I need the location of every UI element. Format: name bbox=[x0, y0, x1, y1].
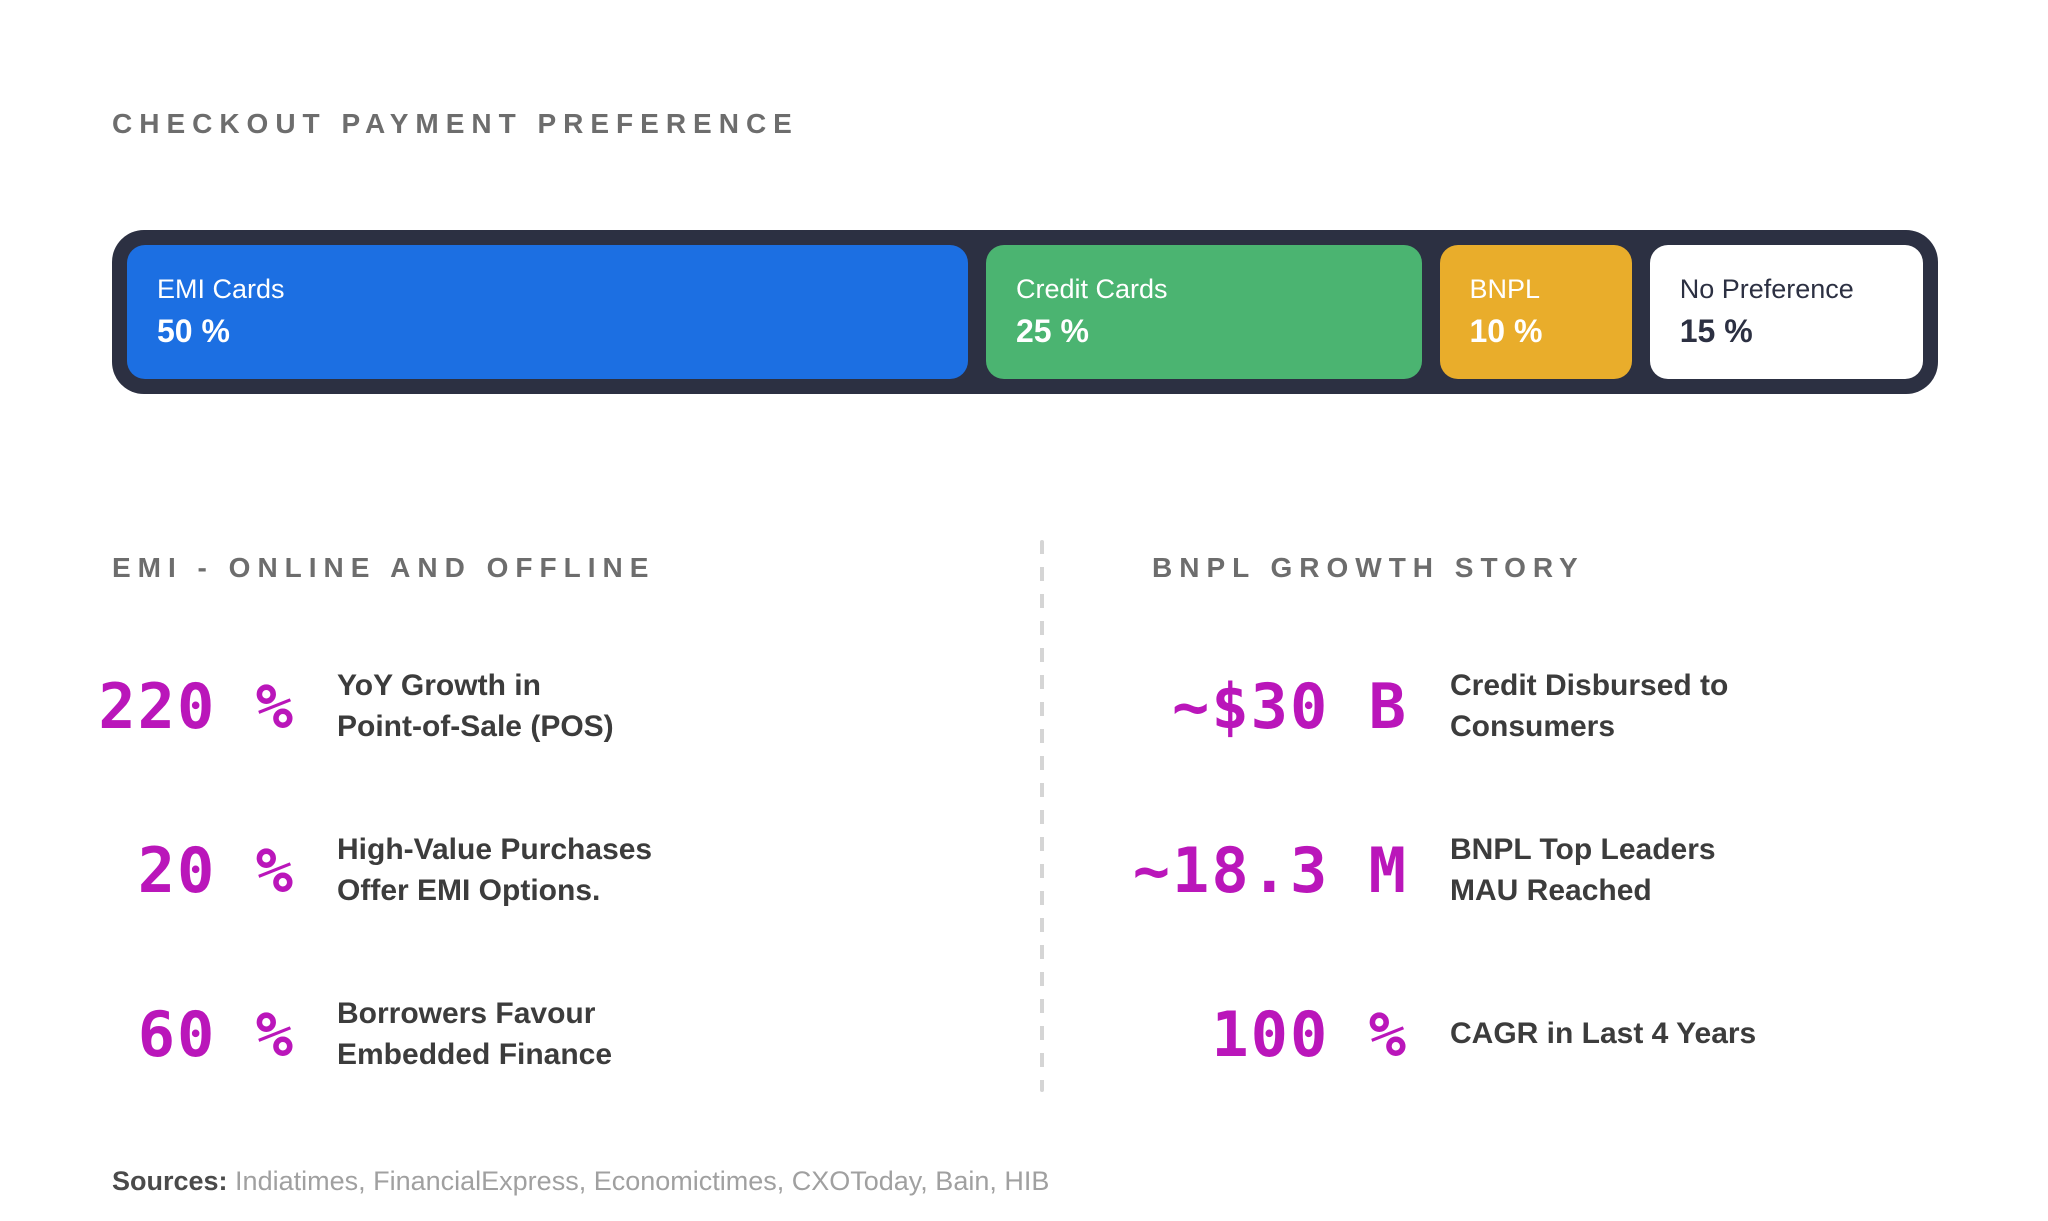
stat-value: ~$30 B bbox=[1172, 669, 1408, 743]
segment-label: No Preference bbox=[1679, 274, 1854, 304]
sources-line: Sources: Indiatimes, FinancialExpress, E… bbox=[112, 1166, 1049, 1197]
stat-desc: Credit Disbursed to Consumers bbox=[1450, 668, 1729, 743]
stat-row-emi-high-value: 20 % High-Value Purchases Offer EMI Opti… bbox=[58, 814, 652, 926]
bar-segment-no-preference: No Preference 15 % bbox=[1649, 245, 1923, 379]
payment-preference-bar: EMI Cards 50 % Credit Cards 25 % BNPL 10… bbox=[112, 230, 1938, 394]
stat-row-emi-pos-growth: 220 % YoY Growth in Point-of-Sale (POS) bbox=[58, 650, 614, 762]
stat-value: ~18.3 M bbox=[1132, 833, 1408, 907]
segment-label: EMI Cards bbox=[157, 274, 285, 304]
bnpl-section-heading: BNPL GROWTH STORY bbox=[1152, 552, 1585, 583]
stat-desc: CAGR in Last 4 Years bbox=[1450, 1017, 1757, 1051]
segment-value: 10 % bbox=[1469, 313, 1543, 349]
stat-value: 100 % bbox=[1211, 997, 1408, 1071]
stat-desc: YoY Growth in Point-of-Sale (POS) bbox=[337, 668, 614, 743]
stat-row-emi-borrowers: 60 % Borrowers Favour Embedded Finance bbox=[58, 978, 612, 1090]
bar-segment-credit-cards: Credit Cards 25 % bbox=[986, 245, 1422, 379]
section-divider bbox=[1040, 540, 1044, 1092]
segment-value: 50 % bbox=[157, 313, 230, 349]
stat-value: 60 % bbox=[137, 997, 295, 1071]
sources-label: Sources: bbox=[112, 1166, 228, 1196]
segment-value: 15 % bbox=[1679, 313, 1753, 349]
page-title: CHECKOUT PAYMENT PREFERENCE bbox=[112, 108, 799, 139]
stat-row-bnpl-mau: ~18.3 M BNPL Top Leaders MAU Reached bbox=[1103, 814, 1716, 926]
segment-value: 25 % bbox=[1016, 313, 1089, 349]
stat-desc: BNPL Top Leaders MAU Reached bbox=[1450, 832, 1716, 907]
stat-desc: Borrowers Favour Embedded Finance bbox=[337, 996, 613, 1071]
stat-desc: High-Value Purchases Offer EMI Options. bbox=[337, 832, 653, 907]
segment-label: Credit Cards bbox=[1016, 274, 1168, 304]
stat-row-bnpl-cagr: 100 % CAGR in Last 4 Years bbox=[1103, 978, 1756, 1090]
sources-text: Indiatimes, FinancialExpress, Economicti… bbox=[227, 1166, 1050, 1196]
stat-value: 20 % bbox=[137, 833, 295, 907]
bar-segment-bnpl: BNPL 10 % bbox=[1439, 245, 1632, 379]
stat-row-bnpl-credit-disbursed: ~$30 B Credit Disbursed to Consumers bbox=[1103, 650, 1728, 762]
segment-label: BNPL bbox=[1469, 274, 1541, 304]
bar-segment-emi-cards: EMI Cards 50 % bbox=[127, 245, 968, 379]
stat-value: 220 % bbox=[98, 669, 295, 743]
emi-section-heading: EMI - ONLINE AND OFFLINE bbox=[112, 552, 656, 583]
